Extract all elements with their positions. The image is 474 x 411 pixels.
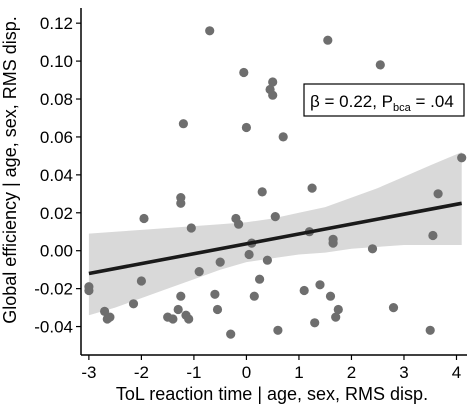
data-point-45 <box>315 280 325 290</box>
data-point-20 <box>205 26 215 36</box>
y-tick-label: 0.08 <box>40 90 73 109</box>
axes-layer: -3 -2 -1 0 1 2 3 4 -0.04 -0.02 0.00 0.02 0.04 0.06 0.0… <box>34 8 467 382</box>
data-point-27 <box>239 67 249 78</box>
data-point-15 <box>178 119 188 129</box>
x-tick-label: 2 <box>347 363 356 382</box>
x-tick-label: -2 <box>134 363 149 382</box>
data-point-57 <box>433 189 443 199</box>
data-point-50 <box>331 312 341 322</box>
regression-line-layer <box>88 201 463 276</box>
data-point-33 <box>257 187 267 197</box>
data-point-21 <box>210 289 220 299</box>
data-point-29 <box>244 249 254 260</box>
data-points-layer <box>84 26 467 339</box>
data-point-22 <box>212 304 223 315</box>
data-point-39 <box>273 325 283 335</box>
annotation-stat: β = 0.22, Pbca = .04 <box>310 92 454 114</box>
data-point-52 <box>367 244 378 254</box>
data-point-6 <box>128 299 139 309</box>
confidence-band-layer <box>88 152 462 316</box>
x-tick-label: -1 <box>186 363 201 382</box>
data-point-40 <box>278 132 288 142</box>
y-tick-label: 0.10 <box>40 52 73 71</box>
data-point-56 <box>428 230 438 241</box>
y-tick-label: 0.00 <box>40 242 73 261</box>
x-tick-label: 0 <box>242 363 251 382</box>
x-tick-label: 1 <box>294 363 303 382</box>
annotation-p-value: = .04 <box>411 92 454 111</box>
data-point-14 <box>176 193 186 203</box>
annotation-box <box>303 83 465 117</box>
data-point-5 <box>105 312 115 322</box>
data-point-36 <box>268 77 278 87</box>
y-tick-label: -0.02 <box>34 280 73 299</box>
y-tick-label: 0.12 <box>40 14 73 33</box>
annotation-p-subscript: bca <box>393 102 412 114</box>
data-point-19 <box>194 267 204 277</box>
annotation-beta: β = 0.22, P <box>310 92 393 111</box>
data-point-58 <box>457 153 467 163</box>
data-point-51 <box>333 304 343 315</box>
data-point-47 <box>325 291 336 301</box>
x-tick-label: -3 <box>81 363 96 382</box>
data-point-37 <box>268 90 278 100</box>
confidence-band <box>88 152 462 316</box>
data-point-49 <box>328 234 338 244</box>
data-point-32 <box>255 274 265 284</box>
regression-line <box>88 201 463 276</box>
data-point-8 <box>139 213 149 224</box>
data-point-7 <box>136 276 146 286</box>
y-tick-label: 0.02 <box>40 204 73 223</box>
data-point-24 <box>226 329 236 339</box>
data-point-46 <box>323 35 333 45</box>
y-tick-label: -0.04 <box>34 318 73 337</box>
data-point-26 <box>234 219 244 229</box>
data-point-41 <box>299 285 309 296</box>
data-point-18 <box>186 223 196 233</box>
annotation-layer: β = 0.22, Pbca = .04 <box>303 83 465 117</box>
x-tick-label: 4 <box>452 363 461 382</box>
data-point-23 <box>215 257 225 267</box>
y-axis-title: Global efficiency | age, sex, RMS disp. <box>0 16 20 324</box>
data-point-44 <box>310 318 320 328</box>
data-point-34 <box>262 255 272 265</box>
data-point-11 <box>173 304 183 315</box>
data-point-12 <box>176 291 186 301</box>
data-point-2 <box>84 282 94 292</box>
data-point-43 <box>307 183 317 193</box>
data-point-53 <box>375 60 385 70</box>
data-point-55 <box>425 325 435 335</box>
data-point-28 <box>241 122 251 133</box>
data-point-54 <box>388 303 399 313</box>
y-tick-label: 0.04 <box>40 166 73 185</box>
data-point-31 <box>249 291 259 301</box>
x-axis-title: ToL reaction time | age, sex, RMS disp. <box>116 384 428 404</box>
data-point-10 <box>168 314 178 324</box>
data-point-38 <box>270 212 280 222</box>
y-tick-label: 0.06 <box>40 128 73 147</box>
data-point-17 <box>184 314 194 324</box>
x-tick-label: 3 <box>399 363 408 382</box>
